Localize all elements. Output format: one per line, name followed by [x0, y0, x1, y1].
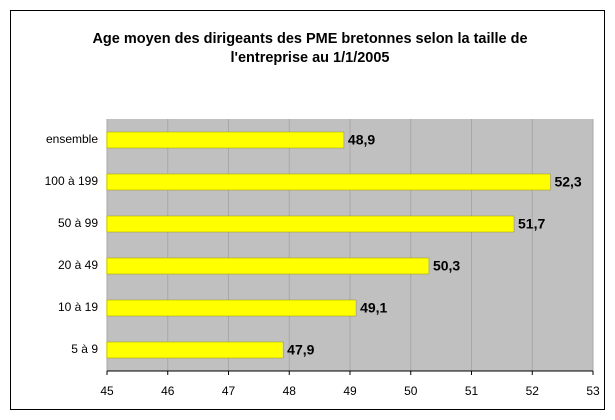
bar	[106, 131, 345, 149]
data-label: 51,7	[518, 216, 545, 232]
data-label: 48,9	[348, 132, 375, 148]
chart-title: Age moyen des dirigeants des PME bretonn…	[92, 31, 528, 66]
data-label: 49,1	[360, 300, 387, 316]
x-tick-label: 47	[222, 384, 236, 398]
y-tick-label: ensemble	[46, 132, 98, 146]
data-label: 50,3	[433, 258, 460, 274]
data-label: 52,3	[554, 174, 581, 190]
x-tick-label: 48	[283, 384, 297, 398]
bar	[106, 257, 430, 275]
bar	[106, 341, 284, 359]
data-label: 47,9	[287, 342, 314, 358]
bar	[106, 299, 357, 317]
y-tick-label: 100 à 199	[45, 174, 99, 188]
y-tick-label: 10 à 19	[58, 300, 98, 314]
y-tick-label: 50 à 99	[58, 216, 98, 230]
x-tick-label: 49	[343, 384, 357, 398]
bar	[106, 173, 551, 191]
x-tick-label: 52	[526, 384, 540, 398]
x-tick-label: 51	[465, 384, 479, 398]
x-tick-label: 46	[161, 384, 175, 398]
x-tick-label: 53	[586, 384, 600, 398]
y-tick-label: 5 à 9	[71, 342, 98, 356]
bar	[106, 215, 515, 233]
x-tick-label: 50	[404, 384, 418, 398]
y-tick-label: 20 à 49	[58, 258, 98, 272]
x-tick-label: 45	[100, 384, 114, 398]
